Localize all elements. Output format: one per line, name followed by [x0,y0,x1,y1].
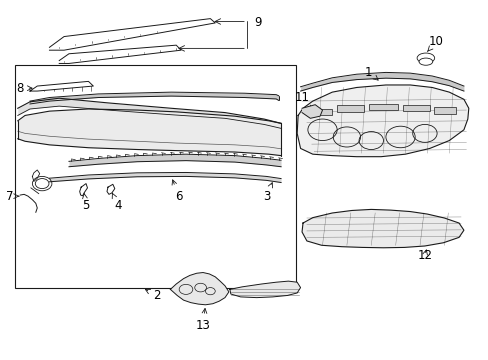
Text: 2: 2 [145,289,160,302]
Bar [433,107,455,114]
Bar [402,105,429,111]
Bar [15,65,295,288]
Text: 6: 6 [172,180,182,203]
Polygon shape [297,85,468,157]
Polygon shape [302,105,322,118]
Text: 9: 9 [254,16,262,29]
Polygon shape [302,210,463,248]
Ellipse shape [416,53,434,63]
Text: 13: 13 [195,309,210,332]
Polygon shape [30,81,93,91]
Text: 5: 5 [82,193,89,212]
Text: 7: 7 [6,190,19,203]
Text: 12: 12 [417,249,431,262]
Bar [336,105,363,112]
Ellipse shape [418,58,432,65]
Polygon shape [229,281,300,298]
Text: 4: 4 [112,193,121,212]
Bar [368,104,397,110]
Text: 8: 8 [16,82,32,95]
Text: 11: 11 [294,91,310,111]
Polygon shape [49,19,215,50]
Text: 1: 1 [365,66,377,80]
Polygon shape [59,45,181,63]
Bar [310,109,331,116]
Text: 3: 3 [262,183,272,203]
Polygon shape [170,273,228,305]
Text: 10: 10 [427,35,443,51]
